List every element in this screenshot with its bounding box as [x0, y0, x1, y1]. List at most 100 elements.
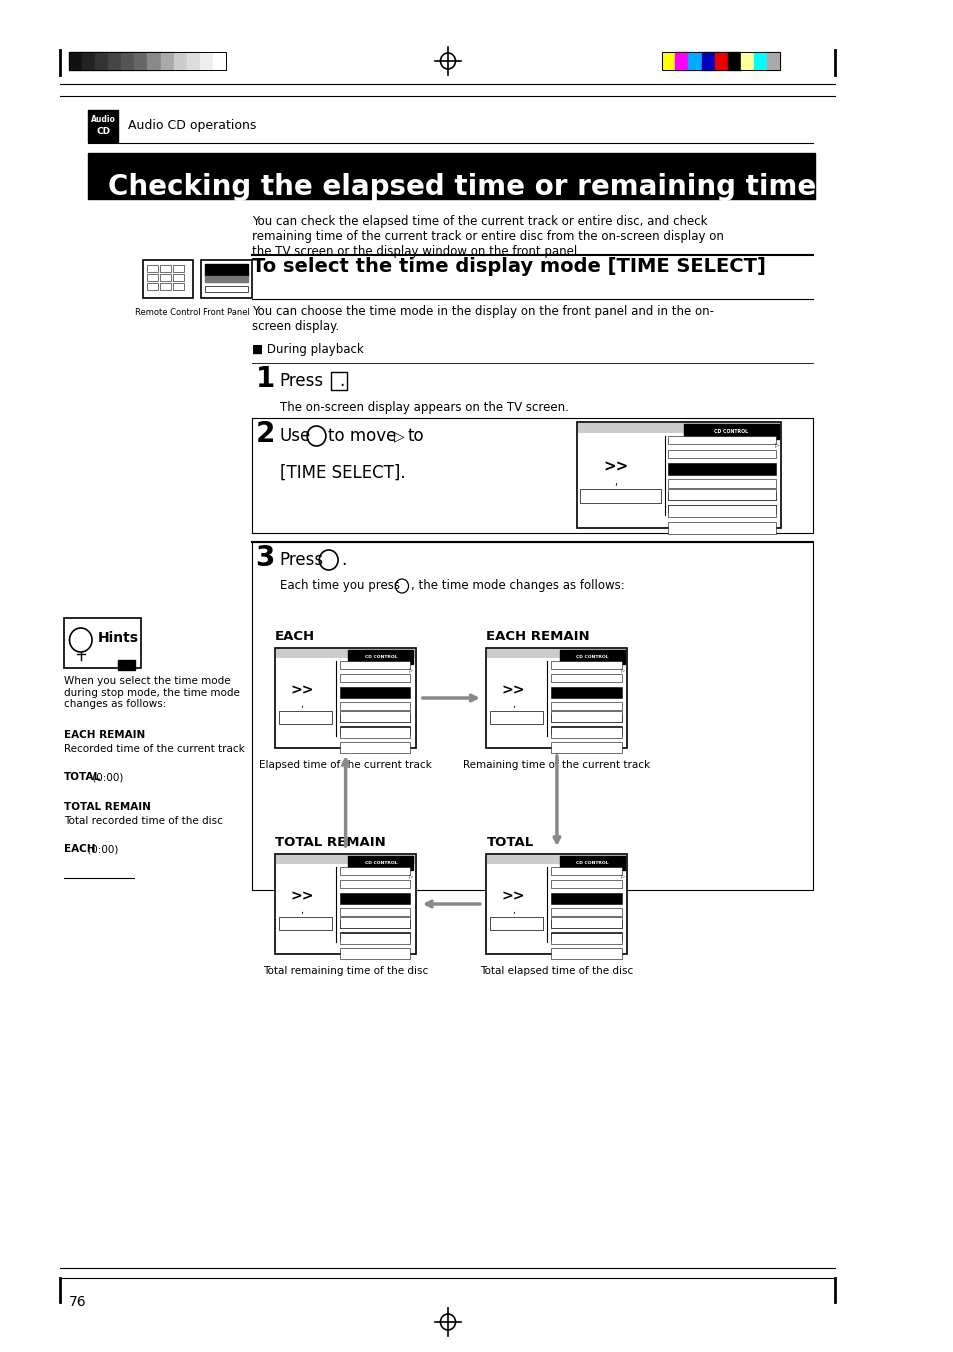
Text: [TIME SELECT].: [TIME SELECT]. [279, 464, 405, 483]
Bar [668, 464, 775, 475]
Bar [252, 542, 813, 890]
Bar [339, 917, 410, 927]
Text: CD CONTROL: CD CONTROL [576, 861, 608, 865]
Bar [550, 880, 621, 888]
Bar [94, 51, 108, 70]
Text: Recorded time of the current track: Recorded time of the current track [64, 744, 244, 754]
Bar [576, 422, 781, 529]
Text: The on-screen display appears on the TV screen.: The on-screen display appears on the TV … [279, 402, 568, 414]
Bar [754, 51, 766, 70]
Bar [550, 917, 621, 927]
Bar [339, 711, 410, 722]
Text: ▷: ▷ [409, 668, 413, 672]
Bar [143, 260, 193, 297]
Bar [668, 450, 775, 458]
Text: To select the time display mode [TIME SELECT]: To select the time display mode [TIME SE… [252, 257, 764, 276]
Bar [160, 51, 173, 70]
Text: When you select the time mode
during stop mode, the time mode
changes as follows: When you select the time mode during sto… [64, 676, 239, 710]
Bar [668, 506, 775, 516]
Bar [205, 264, 248, 276]
Bar [339, 919, 410, 927]
Bar [147, 283, 157, 289]
Text: ▷: ▷ [409, 873, 413, 879]
Text: ,: , [511, 906, 515, 915]
Bar [89, 110, 118, 142]
Text: Front Panel: Front Panel [203, 308, 250, 316]
Text: CD CONTROL: CD CONTROL [576, 654, 608, 658]
Bar [339, 714, 410, 722]
Bar [339, 661, 410, 669]
Text: ▷: ▷ [774, 443, 778, 448]
Bar [278, 711, 332, 725]
Bar [661, 51, 780, 70]
Bar [487, 649, 626, 658]
Bar [339, 894, 410, 904]
Bar [118, 660, 135, 671]
Bar [550, 726, 621, 734]
Bar [200, 51, 213, 70]
Text: Total remaining time of the disc: Total remaining time of the disc [263, 965, 428, 976]
Text: CD CONTROL: CD CONTROL [714, 429, 748, 434]
Text: You can check the elapsed time of the current track or entire disc, and check
re: You can check the elapsed time of the cu… [252, 215, 722, 258]
Bar [339, 687, 410, 698]
Bar [661, 51, 675, 70]
Bar [148, 51, 160, 70]
Text: ,: , [614, 477, 617, 488]
Text: Each time you press: Each time you press [279, 580, 399, 592]
Text: CD CONTROL: CD CONTROL [364, 861, 396, 865]
Bar [348, 856, 413, 869]
Text: Checking the elapsed time or remaining time: Checking the elapsed time or remaining t… [108, 173, 816, 201]
Text: 76: 76 [69, 1295, 86, 1309]
Bar [89, 153, 815, 199]
Bar [740, 51, 754, 70]
Text: (0:00): (0:00) [84, 844, 118, 854]
Bar [275, 649, 415, 658]
Text: Remaining time of the current track: Remaining time of the current track [463, 760, 650, 771]
Bar [683, 425, 778, 439]
Bar [275, 854, 415, 864]
Bar [172, 265, 184, 272]
Bar [278, 917, 332, 930]
Bar [668, 522, 775, 534]
Text: .: . [338, 372, 344, 389]
Text: TOTAL REMAIN: TOTAL REMAIN [64, 802, 151, 813]
Text: CD CONTROL: CD CONTROL [364, 654, 396, 658]
Bar [550, 742, 621, 753]
Text: Use: Use [279, 427, 311, 445]
Bar [550, 661, 621, 669]
Bar [579, 489, 660, 503]
Text: EACH: EACH [64, 844, 95, 854]
Text: ▷: ▷ [620, 668, 624, 672]
Text: >>: >> [602, 460, 627, 475]
Bar [550, 933, 621, 944]
Text: Total elapsed time of the disc: Total elapsed time of the disc [479, 965, 633, 976]
Bar [82, 51, 94, 70]
Bar [550, 687, 621, 698]
Bar [348, 650, 413, 664]
Bar [134, 51, 148, 70]
Text: CD: CD [96, 127, 111, 137]
Bar [700, 51, 714, 70]
Bar [159, 283, 171, 289]
Bar [550, 675, 621, 681]
Text: Remote Control: Remote Control [135, 308, 201, 316]
Text: >>: >> [501, 890, 524, 903]
Text: ,: , [300, 700, 303, 710]
Bar [201, 260, 252, 297]
Text: ▷: ▷ [620, 873, 624, 879]
Bar [213, 51, 226, 70]
Text: TOTAL: TOTAL [486, 836, 533, 849]
Bar [274, 648, 416, 748]
Bar [147, 265, 157, 272]
Bar [577, 423, 780, 433]
Bar [339, 933, 410, 944]
Bar [727, 51, 740, 70]
Bar [339, 742, 410, 753]
Bar [668, 504, 775, 514]
Text: ▷: ▷ [394, 429, 405, 443]
Text: to move: to move [328, 427, 395, 445]
Text: >>: >> [290, 890, 314, 903]
Text: TOTAL: TOTAL [64, 772, 101, 781]
Bar [550, 726, 621, 738]
Bar [490, 711, 543, 725]
